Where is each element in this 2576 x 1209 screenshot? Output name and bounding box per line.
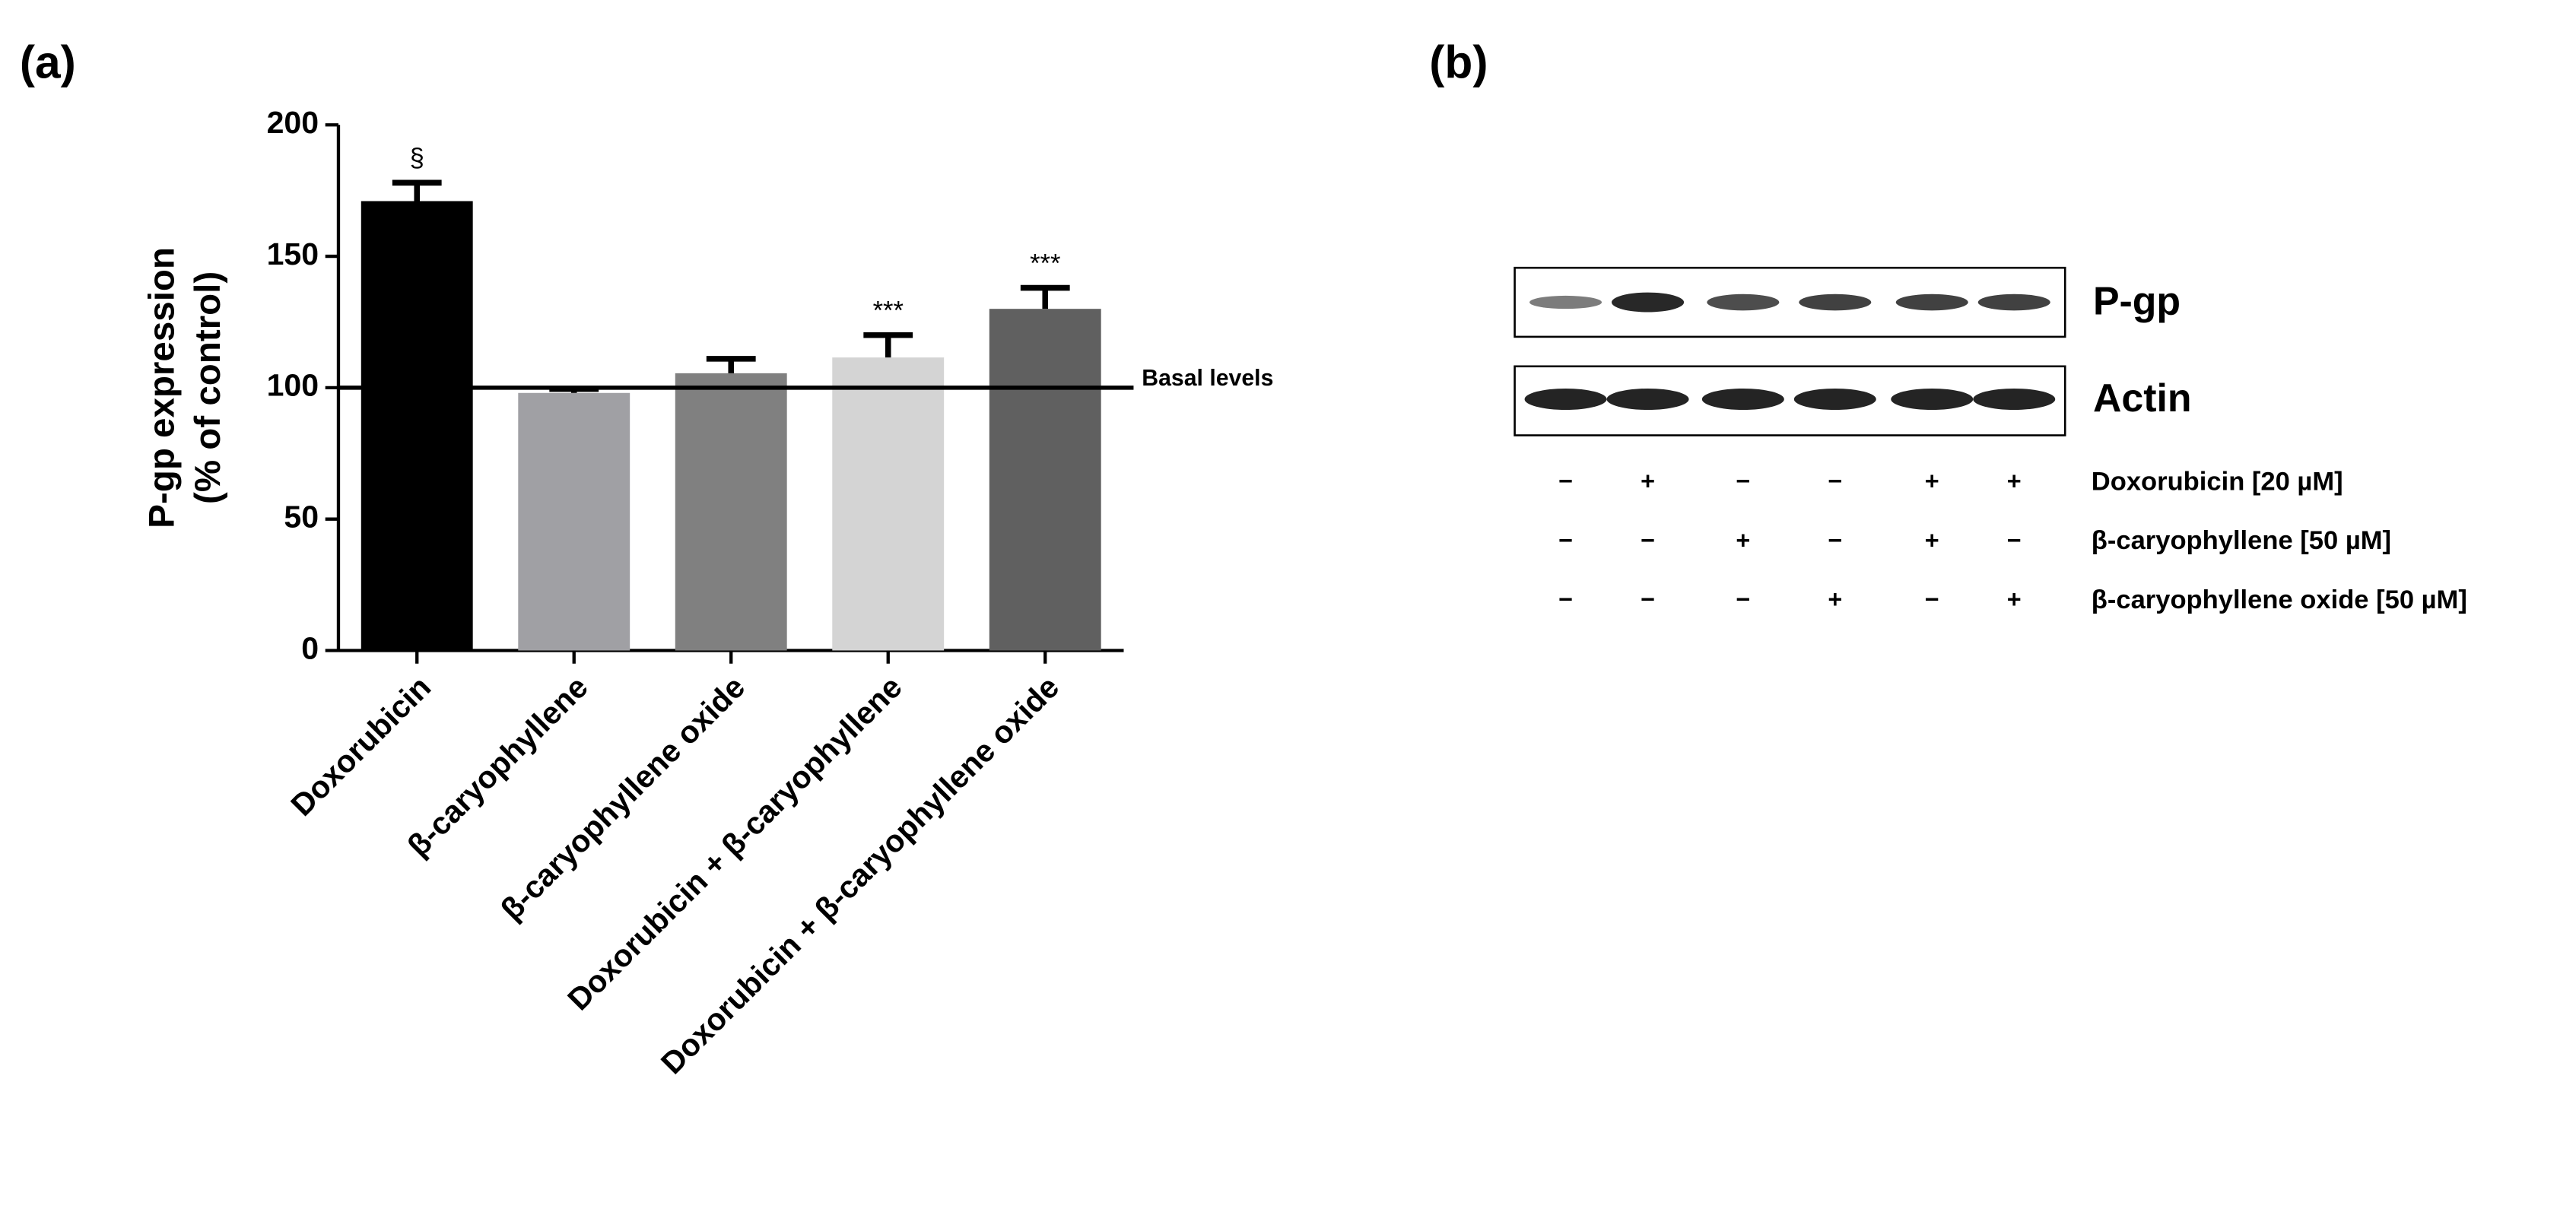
blot-band	[1891, 388, 1974, 411]
treatment-sign: +	[1641, 468, 1655, 495]
y-tick-label: 100	[267, 368, 319, 403]
treatment-sign: −	[1736, 585, 1750, 613]
blot-band	[1612, 292, 1685, 313]
treatment-sign: +	[2007, 468, 2022, 495]
blot-band	[1529, 295, 1602, 309]
treatment-label: Doxorubicin [20 µM]	[2092, 467, 2343, 496]
y-axis-label: (% of control)	[188, 271, 228, 504]
bar	[518, 392, 631, 651]
band-label: P-gp	[2093, 278, 2181, 322]
blot-frame	[1514, 365, 2066, 436]
significance-label: ***	[1030, 249, 1060, 278]
treatment-sign: +	[2007, 585, 2022, 613]
treatment-sign: −	[1641, 585, 1655, 613]
panel-label: (a)	[20, 36, 76, 87]
treatment-sign: −	[1736, 468, 1750, 495]
bar	[675, 373, 787, 651]
blot-band	[1707, 294, 1780, 311]
blot-band	[1977, 294, 2050, 311]
bar	[832, 357, 945, 651]
treatment-sign: −	[1828, 526, 1842, 554]
treatment-sign: −	[1558, 526, 1573, 554]
y-tick-label: 0	[301, 630, 319, 665]
treatment-sign: +	[1736, 526, 1750, 554]
error-bar	[1020, 284, 1070, 309]
error-bar	[863, 332, 913, 358]
y-axis-label: P-gp expression	[142, 247, 183, 528]
band-label: Actin	[2093, 376, 2192, 420]
treatment-sign: −	[2007, 526, 2022, 554]
blot-frame	[1514, 266, 2066, 338]
bar	[989, 309, 1101, 651]
treatment-sign: −	[1558, 585, 1573, 613]
blot-band	[1799, 294, 1872, 311]
panel-label: (b)	[1429, 36, 1488, 87]
blot-band	[1973, 388, 2056, 411]
significance-label: ***	[873, 297, 904, 325]
error-bar	[706, 356, 756, 373]
blot-band	[1895, 294, 1968, 311]
blot-band	[1606, 388, 1689, 411]
reference-label: Basal levels	[1142, 366, 1273, 391]
treatment-sign: +	[1925, 468, 1939, 495]
error-bar	[392, 179, 442, 202]
blot-image	[1514, 266, 2066, 436]
y-tick-label: 150	[267, 236, 319, 271]
blot-band	[1793, 388, 1876, 411]
significance-label: §	[410, 144, 424, 173]
treatment-label: β-caryophyllene [50 µM]	[2092, 526, 2391, 555]
blot-band	[1701, 388, 1784, 411]
treatment-sign: −	[1925, 585, 1939, 613]
y-tick-label: 50	[284, 500, 319, 535]
blot-band	[1524, 388, 1607, 411]
y-tick-label: 200	[267, 105, 319, 140]
treatment-sign: −	[1558, 468, 1573, 495]
treatment-sign: −	[1828, 468, 1842, 495]
treatment-sign: +	[1828, 585, 1842, 613]
treatment-sign: +	[1925, 526, 1939, 554]
x-tick-label: Doxorubicin	[284, 669, 437, 823]
bar	[361, 201, 473, 651]
x-tick-label: Doxorubicin + β-caryophyllene	[561, 669, 908, 1017]
treatment-label: β-caryophyllene oxide [50 µM]	[2092, 585, 2467, 614]
treatment-sign: −	[1641, 526, 1655, 554]
